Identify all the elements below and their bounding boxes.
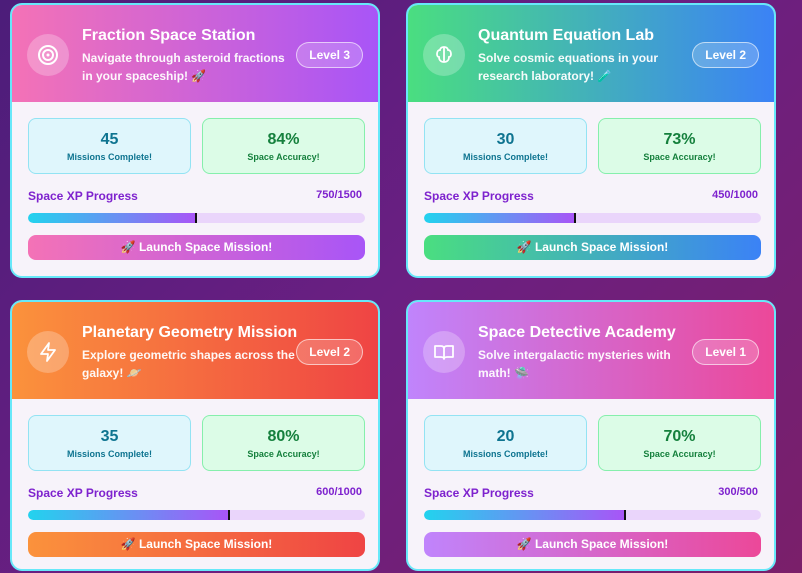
- accuracy-value: 80%: [267, 428, 300, 445]
- card-description: Explore geometric shapes across the gala…: [82, 348, 295, 380]
- xp-value: 300/500: [718, 486, 758, 498]
- accuracy-stat: 80% Space Accuracy!: [202, 415, 365, 471]
- missions-stat: 20 Missions Complete!: [424, 415, 587, 471]
- brain-icon: [436, 46, 452, 63]
- accuracy-stat: 73% Space Accuracy!: [598, 118, 761, 174]
- xp-title: Space XP Progress: [424, 486, 534, 500]
- accuracy-label: Space Accuracy!: [247, 449, 320, 459]
- card-description: Solve intergalactic mysteries with math!…: [478, 348, 671, 380]
- xp-track: [28, 213, 365, 223]
- accuracy-stat: 70% Space Accuracy!: [598, 415, 761, 471]
- xp-track: [424, 510, 761, 520]
- level-badge: Level 1: [692, 339, 759, 365]
- missions-label: Missions Complete!: [462, 152, 548, 162]
- xp-value: 750/1500: [316, 189, 362, 201]
- xp-fill: [28, 510, 231, 520]
- card-header: Planetary Geometry Mission Explore geomet…: [12, 302, 378, 399]
- card-title: Fraction Space Station: [82, 27, 256, 44]
- accuracy-stat: 84% Space Accuracy!: [202, 118, 365, 174]
- xp-title: Space XP Progress: [424, 189, 534, 203]
- card-icon: [423, 34, 465, 76]
- launch-button[interactable]: 🚀 Launch Space Mission!: [424, 532, 761, 557]
- card-description: Navigate through asteroid fractions in y…: [82, 51, 285, 83]
- xp-value: 600/1000: [316, 486, 362, 498]
- launch-button[interactable]: 🚀 Launch Space Mission!: [28, 235, 365, 260]
- accuracy-label: Space Accuracy!: [643, 449, 716, 459]
- missions-stat: 35 Missions Complete!: [28, 415, 191, 471]
- accuracy-label: Space Accuracy!: [643, 152, 716, 162]
- missions-label: Missions Complete!: [66, 152, 152, 162]
- card-header: Space Detective Academy Solve intergalact…: [408, 302, 774, 399]
- level-badge: Level 2: [692, 42, 759, 68]
- xp-value: 450/1000: [712, 189, 758, 201]
- card-header: Quantum Equation Lab Solve cosmic equatio…: [408, 5, 774, 102]
- mission-card: Quantum Equation Lab Solve cosmic equatio…: [406, 3, 776, 278]
- xp-track: [28, 510, 365, 520]
- accuracy-value: 70%: [663, 428, 696, 445]
- missions-label: Missions Complete!: [462, 449, 548, 459]
- xp-track: [424, 213, 761, 223]
- accuracy-value: 73%: [663, 131, 696, 148]
- xp-title: Space XP Progress: [28, 486, 138, 500]
- accuracy-label: Space Accuracy!: [247, 152, 320, 162]
- mission-card: Space Detective Academy Solve intergalact…: [406, 300, 776, 571]
- book-icon: [434, 345, 454, 360]
- target-icon: [38, 45, 58, 65]
- card-icon: [423, 331, 465, 373]
- xp-fill: [28, 213, 197, 223]
- missions-value: 30: [496, 131, 515, 148]
- launch-button[interactable]: 🚀 Launch Space Mission!: [28, 532, 365, 557]
- level-badge: Level 2: [296, 339, 363, 365]
- missions-stat: 30 Missions Complete!: [424, 118, 587, 174]
- card-title: Quantum Equation Lab: [478, 27, 654, 44]
- xp-fill: [424, 510, 627, 520]
- xp-fill: [424, 213, 576, 223]
- launch-button[interactable]: 🚀 Launch Space Mission!: [424, 235, 761, 260]
- missions-value: 20: [496, 428, 515, 445]
- card-description: Solve cosmic equations in your research …: [478, 51, 659, 83]
- card-header: Fraction Space Station Navigate through a…: [12, 5, 378, 102]
- level-badge: Level 3: [296, 42, 363, 68]
- card-icon: [27, 34, 69, 76]
- mission-card: Planetary Geometry Mission Explore geomet…: [10, 300, 380, 571]
- card-icon: [27, 331, 69, 373]
- card-title: Space Detective Academy: [478, 324, 676, 341]
- mission-card: Fraction Space Station Navigate through a…: [10, 3, 380, 278]
- missions-stat: 45 Missions Complete!: [28, 118, 191, 174]
- missions-value: 35: [100, 428, 119, 445]
- missions-label: Missions Complete!: [66, 449, 152, 459]
- accuracy-value: 84%: [267, 131, 300, 148]
- missions-value: 45: [100, 131, 119, 148]
- xp-title: Space XP Progress: [28, 189, 138, 203]
- card-title: Planetary Geometry Mission: [82, 324, 298, 341]
- bolt-icon: [40, 342, 56, 362]
